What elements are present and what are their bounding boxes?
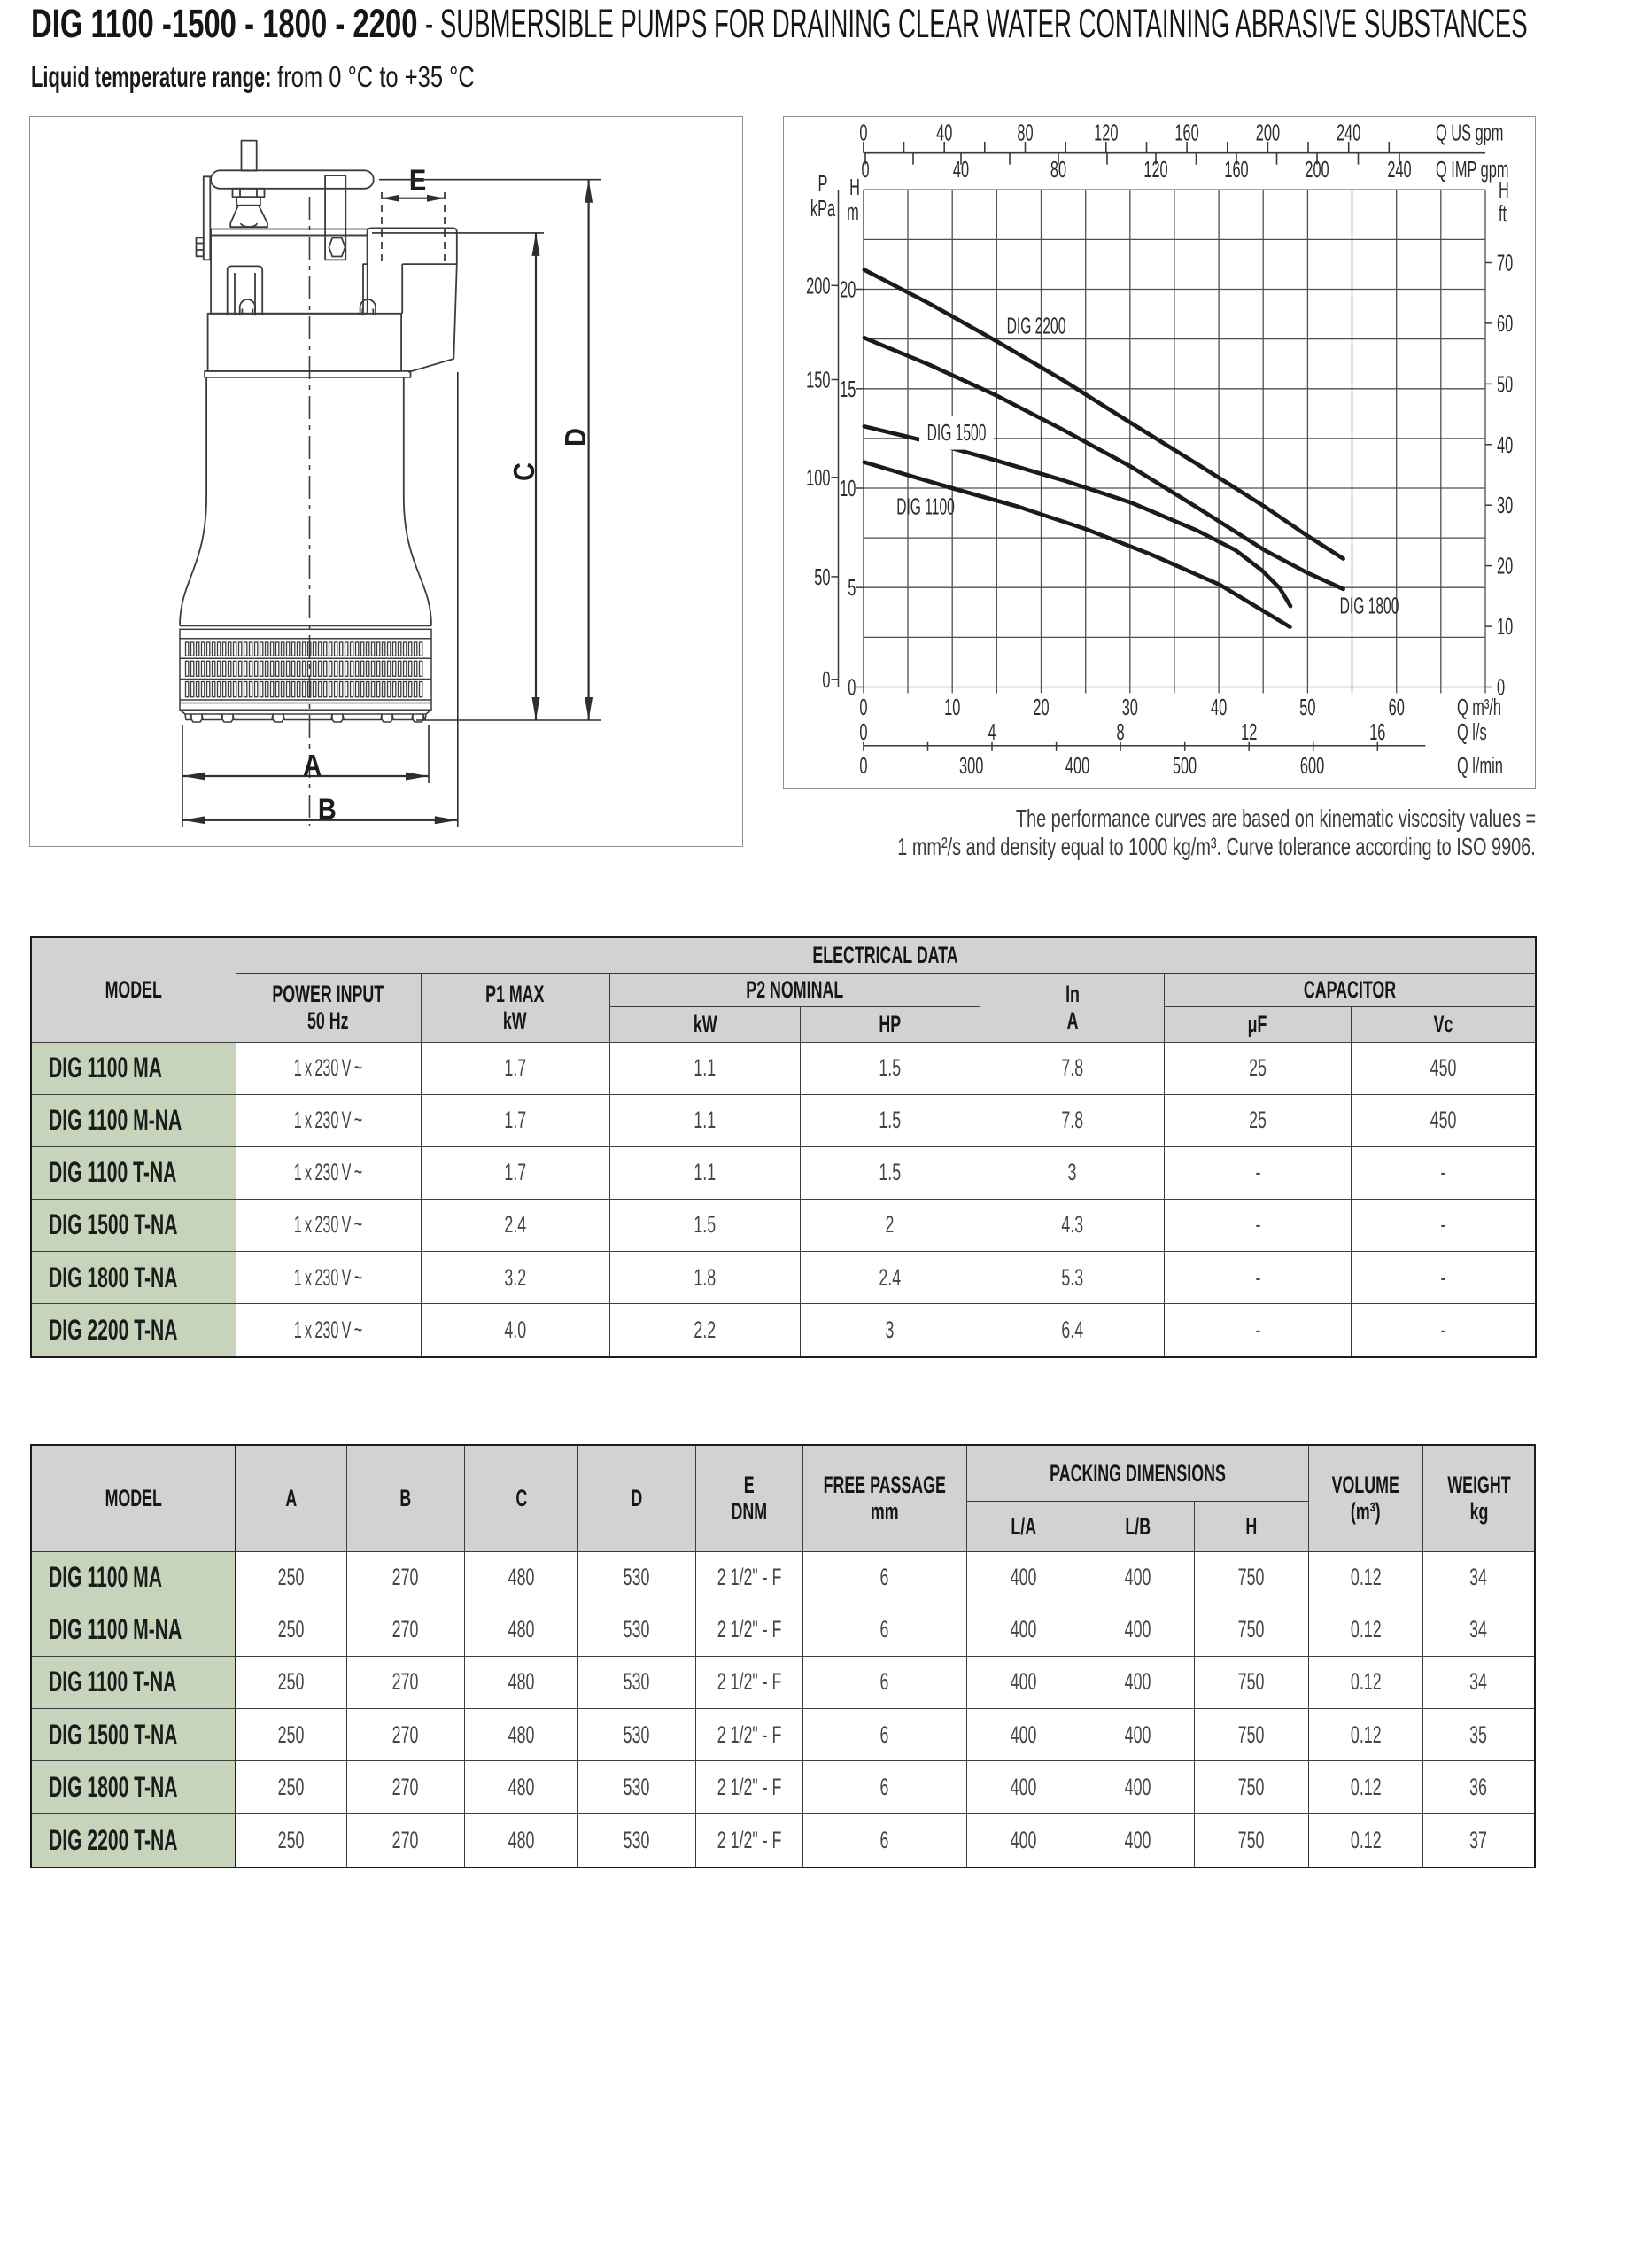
svg-text:70: 70 xyxy=(1497,250,1513,276)
svg-text:0: 0 xyxy=(859,119,867,145)
svg-text:10: 10 xyxy=(840,475,856,501)
svg-text:10: 10 xyxy=(1497,613,1513,640)
svg-text:30: 30 xyxy=(1497,492,1513,518)
svg-text:0: 0 xyxy=(1497,674,1505,701)
svg-text:DIG 1100: DIG 1100 xyxy=(896,493,955,519)
svg-text:60: 60 xyxy=(1497,310,1513,337)
svg-text:40: 40 xyxy=(1211,694,1227,720)
svg-text:DIG 1500: DIG 1500 xyxy=(927,420,987,446)
svg-text:20: 20 xyxy=(1497,553,1513,579)
svg-text:DIG 2200: DIG 2200 xyxy=(1007,313,1066,338)
svg-text:10: 10 xyxy=(944,694,960,720)
svg-text:0: 0 xyxy=(861,156,869,183)
svg-text:400: 400 xyxy=(1065,752,1089,779)
svg-text:160: 160 xyxy=(1174,119,1198,145)
svg-text:40: 40 xyxy=(1497,431,1513,458)
svg-text:200: 200 xyxy=(1305,156,1329,183)
svg-text:4: 4 xyxy=(988,718,996,745)
svg-text:H: H xyxy=(1499,176,1509,203)
svg-text:Q l/min: Q l/min xyxy=(1457,752,1503,779)
svg-text:200: 200 xyxy=(806,272,830,299)
svg-text:8: 8 xyxy=(1117,718,1125,745)
svg-text:Q l/s: Q l/s xyxy=(1457,718,1487,745)
svg-text:240: 240 xyxy=(1337,119,1360,145)
svg-text:D: D xyxy=(559,428,592,447)
svg-text:0: 0 xyxy=(859,752,867,779)
svg-text:Q IMP gpm: Q IMP gpm xyxy=(1436,156,1508,183)
svg-text:160: 160 xyxy=(1224,156,1248,183)
svg-text:Q m³/h: Q m³/h xyxy=(1457,694,1501,720)
svg-text:30: 30 xyxy=(1122,694,1138,720)
svg-text:15: 15 xyxy=(840,376,856,402)
svg-text:12: 12 xyxy=(1241,718,1257,745)
svg-text:120: 120 xyxy=(1094,119,1118,145)
svg-text:240: 240 xyxy=(1387,156,1411,183)
svg-text:50: 50 xyxy=(1299,694,1315,720)
svg-text:200: 200 xyxy=(1256,119,1280,145)
svg-text:B: B xyxy=(318,793,337,826)
svg-text:P: P xyxy=(818,170,828,197)
svg-text:m: m xyxy=(847,198,859,225)
svg-text:5: 5 xyxy=(848,574,856,601)
svg-text:80: 80 xyxy=(1050,156,1066,183)
svg-text:120: 120 xyxy=(1143,156,1167,183)
svg-text:ft: ft xyxy=(1499,200,1507,227)
svg-text:0: 0 xyxy=(859,694,867,720)
svg-text:0: 0 xyxy=(822,666,830,693)
svg-text:0: 0 xyxy=(848,674,856,701)
svg-text:300: 300 xyxy=(959,752,983,779)
svg-text:A: A xyxy=(303,749,322,781)
svg-text:60: 60 xyxy=(1389,694,1405,720)
svg-text:H: H xyxy=(849,174,860,200)
svg-text:500: 500 xyxy=(1173,752,1197,779)
svg-text:20: 20 xyxy=(1033,694,1049,720)
svg-text:40: 40 xyxy=(936,119,952,145)
svg-text:16: 16 xyxy=(1369,718,1385,745)
svg-text:40: 40 xyxy=(953,156,969,183)
svg-text:100: 100 xyxy=(806,464,830,491)
svg-text:Q US gpm: Q US gpm xyxy=(1436,119,1503,145)
svg-text:50: 50 xyxy=(814,563,830,590)
svg-text:600: 600 xyxy=(1300,752,1324,779)
svg-text:80: 80 xyxy=(1017,119,1033,145)
svg-text:C: C xyxy=(508,462,540,481)
svg-text:DIG 1800: DIG 1800 xyxy=(1340,593,1399,618)
svg-text:0: 0 xyxy=(859,718,867,745)
svg-text:50: 50 xyxy=(1497,370,1513,397)
svg-text:150: 150 xyxy=(806,367,830,393)
svg-text:20: 20 xyxy=(840,276,856,303)
svg-text:kPa: kPa xyxy=(810,195,836,221)
